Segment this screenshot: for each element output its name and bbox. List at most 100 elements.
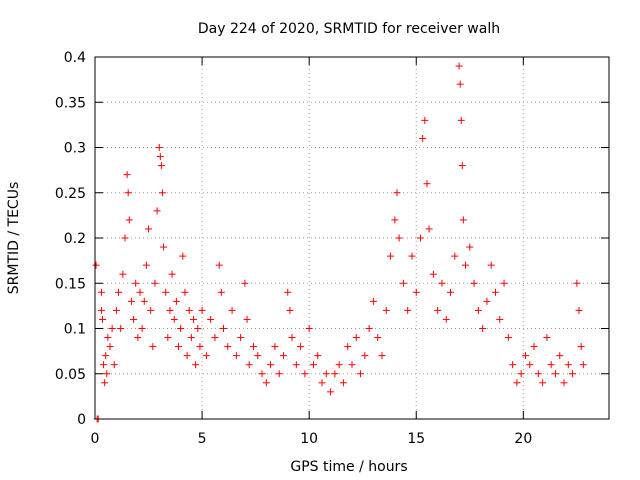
data-point <box>155 144 163 151</box>
data-point <box>220 325 227 332</box>
y-tick-label: 0.25 <box>55 186 86 202</box>
data-point <box>136 288 144 296</box>
data-point <box>156 153 164 161</box>
data-point <box>339 379 347 387</box>
data-point <box>387 252 395 260</box>
data-point <box>192 361 200 369</box>
data-point <box>166 306 174 314</box>
data-point <box>112 306 120 314</box>
data-point <box>190 315 198 323</box>
data-point <box>288 334 296 342</box>
data-point <box>560 379 568 387</box>
data-point <box>382 306 390 314</box>
data-point <box>145 225 153 233</box>
data-point <box>183 352 191 360</box>
data-point <box>103 370 111 378</box>
data-point <box>271 343 279 351</box>
y-tick-label: 0.35 <box>55 95 86 111</box>
data-point <box>241 279 249 287</box>
data-point <box>434 306 442 314</box>
data-point <box>151 279 159 287</box>
data-point <box>211 334 219 342</box>
data-point <box>125 216 133 224</box>
data-point <box>198 306 206 314</box>
data-point <box>423 180 431 188</box>
data-point <box>162 288 170 296</box>
data-point <box>491 288 499 296</box>
data-point <box>530 343 538 351</box>
data-point <box>101 379 109 387</box>
data-point <box>509 361 517 369</box>
data-point <box>117 325 125 332</box>
data-point <box>573 279 581 287</box>
data-point <box>425 225 433 233</box>
data-point <box>106 343 114 351</box>
data-point <box>98 315 106 323</box>
data-point <box>579 361 587 369</box>
data-point <box>124 189 132 197</box>
data-point <box>322 370 330 378</box>
grid <box>95 57 609 419</box>
data-point <box>421 116 429 124</box>
data-point <box>438 279 446 287</box>
data-point <box>500 279 508 287</box>
data-points <box>92 62 587 423</box>
data-point <box>100 361 108 369</box>
data-point <box>202 352 210 360</box>
data-point <box>158 189 166 197</box>
data-point <box>556 352 564 360</box>
data-point <box>179 252 187 260</box>
data-point <box>102 352 110 360</box>
data-point <box>451 252 459 260</box>
data-point <box>157 162 165 170</box>
data-point <box>521 352 529 360</box>
data-point <box>196 343 204 351</box>
data-point <box>168 270 176 278</box>
data-point <box>487 261 495 269</box>
data-point <box>442 315 450 323</box>
data-point <box>149 343 157 351</box>
data-point <box>138 325 146 332</box>
data-point <box>119 270 127 278</box>
data-point <box>309 361 317 369</box>
data-point <box>462 261 470 269</box>
data-point <box>517 370 525 378</box>
data-point <box>249 343 257 351</box>
data-point <box>526 361 534 369</box>
data-point <box>185 306 193 314</box>
data-point <box>466 243 474 251</box>
data-point <box>267 361 275 369</box>
data-point <box>142 261 150 269</box>
data-point <box>399 279 407 287</box>
data-point <box>459 216 467 224</box>
data-point <box>153 207 161 215</box>
data-point <box>457 116 465 124</box>
axis-ticks: 0 0.05 0.1 0.15 0.2 0.25 0.3 0.35 0.4 0 5 10 15 20 <box>55 50 609 447</box>
data-point <box>412 288 420 296</box>
data-point <box>305 325 313 332</box>
data-point <box>147 306 155 314</box>
data-point <box>140 297 148 305</box>
data-point <box>551 370 559 378</box>
data-point <box>286 306 294 314</box>
data-point <box>92 261 100 269</box>
y-tick-label: 0.15 <box>55 276 86 292</box>
y-axis-label: SRMTID / TECUs <box>6 182 22 295</box>
data-point <box>217 288 225 296</box>
data-point <box>456 80 464 88</box>
data-point <box>391 216 399 224</box>
data-point <box>284 288 292 296</box>
data-point <box>175 343 183 351</box>
data-point <box>181 288 189 296</box>
data-point <box>254 352 262 360</box>
data-point <box>275 370 283 378</box>
data-point <box>258 370 266 378</box>
data-point <box>455 62 463 70</box>
x-tick-label: 10 <box>300 431 318 447</box>
data-point <box>110 361 118 369</box>
data-point <box>228 306 236 314</box>
data-point <box>279 352 287 360</box>
data-point <box>408 252 416 260</box>
